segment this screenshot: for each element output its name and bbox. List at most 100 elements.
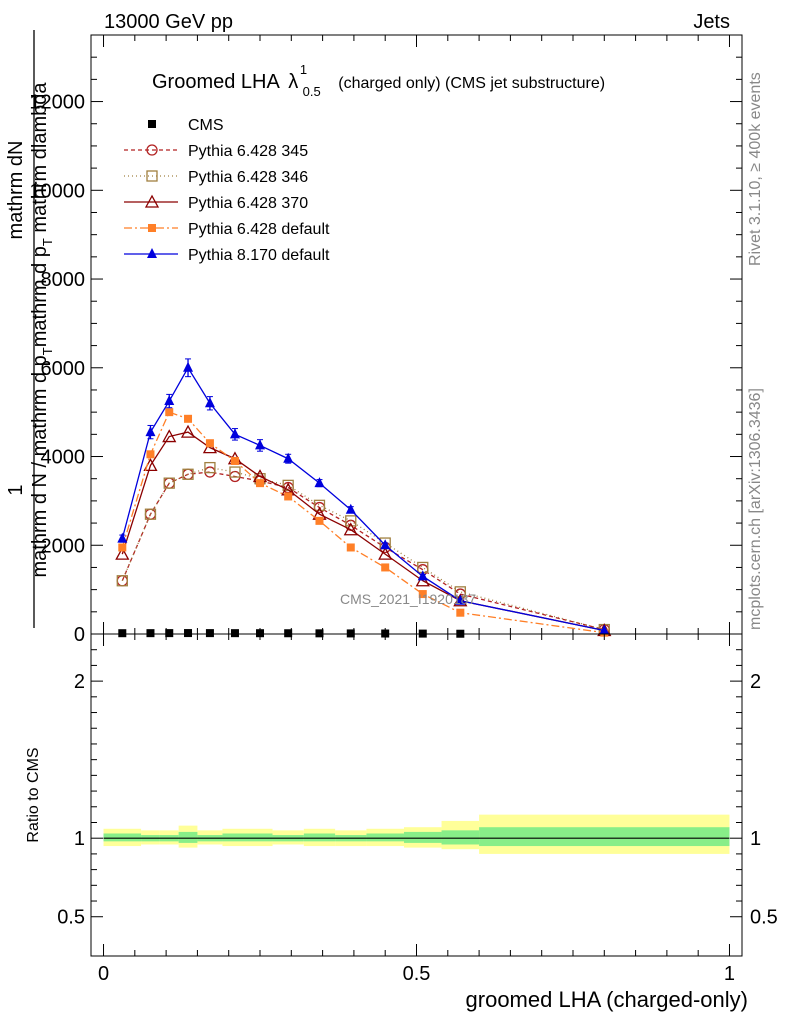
series-2	[116, 461, 610, 636]
data-point	[229, 428, 240, 439]
series-1	[116, 466, 610, 636]
header-right: Jets	[693, 11, 730, 33]
data-point	[180, 424, 196, 438]
data-point	[345, 515, 357, 527]
data-point	[346, 543, 355, 552]
ratio-band-green	[103, 833, 142, 842]
ratio-ytick-label-right: 1	[750, 828, 761, 850]
ratio-frame	[90, 633, 743, 957]
legend-item: Pythia 6.428 default	[124, 221, 330, 238]
ratio-band-green	[222, 833, 248, 842]
data-point	[205, 439, 214, 448]
data-point	[381, 563, 390, 572]
series-5	[117, 358, 610, 635]
series-line	[121, 466, 605, 631]
ratio-band-green	[479, 827, 730, 847]
legend-label: Pythia 6.428 346	[188, 169, 308, 186]
side-label-rivet: Rivet 3.1.10, ≥ 400k events	[747, 72, 764, 266]
data-point	[115, 546, 130, 560]
data-point	[313, 499, 326, 511]
data-point	[145, 426, 156, 437]
data-point	[345, 503, 356, 514]
data-point	[283, 452, 294, 463]
legend-item: CMS	[148, 117, 224, 134]
data-point	[314, 477, 325, 488]
legend-label: Pythia 8.170 default	[188, 247, 330, 264]
data-point	[182, 468, 194, 480]
legend: CMS Pythia 6.428 345 Pythia 6.428 346 Pythi…	[124, 117, 330, 264]
main-ytick-label: 6000	[41, 358, 86, 380]
legend-label: CMS	[188, 117, 224, 134]
main-ytick-label: 2000	[41, 535, 86, 557]
data-point	[229, 466, 241, 478]
data-point	[284, 492, 293, 501]
data-point	[453, 593, 468, 607]
data-point	[164, 395, 175, 406]
data-point	[146, 629, 155, 638]
ylabel-num: mathrm dN	[5, 141, 27, 240]
main-series-group	[115, 358, 612, 638]
legend-marker	[146, 170, 158, 182]
ratio-bands	[103, 814, 730, 854]
data-point	[204, 397, 215, 408]
data-point	[418, 590, 427, 599]
legend-label: Pythia 6.428 370	[188, 195, 308, 212]
data-point	[146, 450, 155, 459]
legend-item: Pythia 8.170 default	[124, 247, 330, 264]
ylabel-den: mathrm d N / mathrm d pTmathrm d pT math…	[29, 82, 55, 578]
data-point	[184, 629, 193, 638]
ratio-axis-ticks: 0.5 0.5 1 1 2 2 0 0.5 1	[57, 634, 778, 985]
legend-item: Pythia 6.428 346	[124, 169, 308, 186]
title-sup: 1	[300, 62, 307, 77]
main-ytick-label: 10000	[29, 180, 85, 202]
ratio-ytick-label-right: 2	[750, 671, 761, 693]
legend-marker	[148, 120, 156, 128]
legend-marker	[148, 224, 156, 232]
data-point	[455, 594, 466, 605]
data-point	[315, 516, 324, 525]
title-rest: (charged only) (CMS jet substructure)	[338, 75, 605, 92]
data-point	[117, 532, 128, 543]
ratio-xtick-label: 0.5	[403, 963, 431, 985]
data-point	[163, 477, 175, 489]
legend-label: Pythia 6.428 default	[188, 221, 330, 238]
data-point	[144, 508, 157, 520]
ratio-xtick-label: 0	[98, 963, 109, 985]
data-point	[183, 361, 194, 372]
data-point	[284, 629, 293, 638]
ratio-ytick-label-right: 0.5	[750, 907, 778, 929]
data-point	[343, 522, 358, 536]
main-axis-ticks: 0 2000 4000 6000 8000 10000 12000	[29, 34, 742, 646]
data-point	[380, 539, 391, 550]
data-point	[256, 629, 265, 638]
data-point	[256, 479, 265, 488]
title-lambda: λ	[288, 71, 298, 93]
data-point	[118, 629, 127, 638]
title-sub: 0.5	[303, 84, 321, 99]
data-point	[346, 629, 355, 638]
header-left: 13000 GeV pp	[104, 11, 233, 33]
main-ytick-label: 8000	[41, 269, 86, 291]
ratio-band-green	[303, 833, 336, 842]
main-ylabel: 1 mathrm dN mathrm d N / mathrm d pTmath…	[5, 30, 55, 628]
watermark: CMS_2021_I1920187	[340, 591, 476, 607]
ratio-band-green	[178, 831, 198, 843]
main-ytick-label: 4000	[41, 447, 86, 469]
x-axis-label: groomed LHA (charged-only)	[466, 987, 748, 1012]
ratio-ytick-label: 2	[74, 671, 85, 693]
data-point	[118, 543, 127, 552]
data-point	[116, 575, 128, 587]
ratio-ytick-label: 0.5	[57, 907, 85, 929]
data-point	[255, 439, 266, 450]
data-point	[599, 624, 610, 635]
legend-marker	[147, 248, 157, 258]
data-point	[417, 570, 428, 581]
ylabel-one: 1	[5, 484, 27, 495]
legend-item: Pythia 6.428 345	[124, 143, 308, 160]
data-point	[456, 608, 465, 617]
ratio-band-green	[247, 833, 273, 842]
data-point	[184, 414, 193, 423]
ratio-xtick-label: 1	[724, 963, 735, 985]
legend-label: Pythia 6.428 345	[188, 143, 308, 160]
